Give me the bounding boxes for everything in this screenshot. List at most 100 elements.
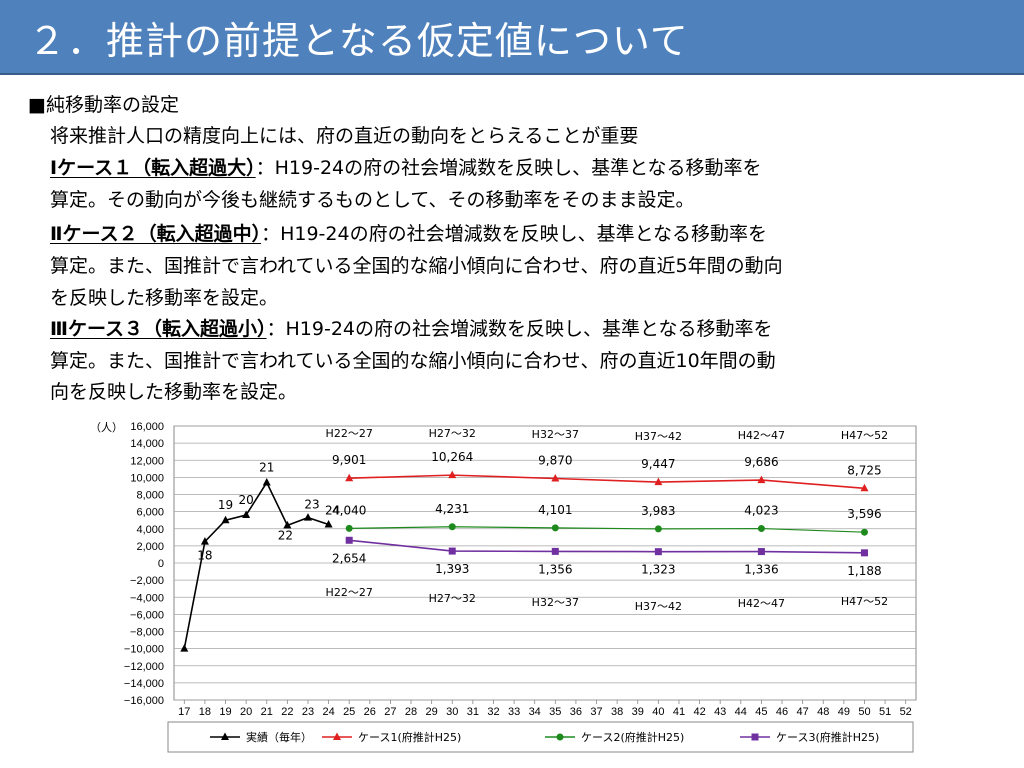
slide-title: ２．推計の前提となる仮定値について bbox=[28, 19, 689, 63]
y-tick-label: −2,000 bbox=[130, 575, 164, 587]
legend-label-4: ケース3(府推計H25) bbox=[776, 730, 879, 744]
x-tick-label: 27 bbox=[384, 706, 396, 718]
case2-label: Ⅱケース２（転入超過中） bbox=[50, 223, 262, 245]
y-tick-label: 12,000 bbox=[130, 455, 164, 467]
series-1-data-label: 19 bbox=[218, 498, 233, 512]
chart-gridlines bbox=[173, 425, 917, 701]
x-tick-label: 20 bbox=[240, 706, 252, 718]
period-label-top: H42～47 bbox=[738, 429, 785, 442]
series-line-3 bbox=[349, 526, 865, 533]
chart-axes: 16,000 14,000 12,000 10,000 8,000 6,000 4,000 2… bbox=[90, 421, 912, 718]
y-tick-label: 14,000 bbox=[130, 438, 164, 450]
y-tick-label: −14,000 bbox=[124, 678, 164, 690]
section-heading: ■純移動率の設定 bbox=[28, 94, 179, 116]
period-label-bottom: H42～47 bbox=[738, 597, 785, 610]
chart-labels: H22～27 H27～32 H32～37 H37～42 H42～47 H47～52 H22～… bbox=[197, 427, 888, 613]
series-4-point bbox=[860, 549, 868, 557]
case3-text-3: 向を反映した移動率を設定。 bbox=[50, 381, 298, 403]
chart-legend: 実績（毎年） ケース1(府推計H25) ケース2(府推計H25) ケース3(府推計H2… bbox=[167, 721, 914, 753]
case2-text-2: 算定。また、国推計で言われている全国的な縮小傾向に合わせ、府の直近5年間の動向 bbox=[50, 255, 783, 277]
title-bar: ２．推計の前提となる仮定値について bbox=[0, 0, 1024, 75]
x-tick-label: 49 bbox=[838, 706, 850, 718]
case3-text-2: 算定。また、国推計で言われている全国的な縮小傾向に合わせ、府の直近10年間の動 bbox=[50, 350, 776, 372]
series-1-point bbox=[180, 644, 189, 652]
x-tick-label: 23 bbox=[302, 706, 314, 718]
x-tick-label: 42 bbox=[693, 706, 705, 718]
series-2-data-label: 10,264 bbox=[431, 450, 473, 464]
x-tick-label: 32 bbox=[487, 706, 499, 718]
series-2-data-label: 9,686 bbox=[744, 455, 778, 469]
y-tick-label: 16,000 bbox=[130, 421, 164, 433]
chart-series bbox=[180, 470, 869, 652]
x-tick-label: 51 bbox=[879, 706, 891, 718]
series-3-point bbox=[345, 524, 353, 532]
x-tick-label: 35 bbox=[549, 706, 561, 718]
x-tick-label: 45 bbox=[755, 706, 767, 718]
series-4-data-label: 2,654 bbox=[332, 551, 366, 565]
period-label-top: H32～37 bbox=[532, 428, 579, 441]
x-tick-label: 36 bbox=[570, 706, 582, 718]
period-label-top: H37～42 bbox=[635, 430, 682, 443]
series-3-data-label: 3,596 bbox=[847, 507, 881, 521]
x-tick-label: 25 bbox=[343, 706, 355, 718]
series-1-point bbox=[262, 478, 271, 486]
x-tick-label: 47 bbox=[797, 706, 809, 718]
series-3-data-label: 4,101 bbox=[538, 503, 572, 517]
series-4-point bbox=[345, 536, 353, 544]
case1-text-2: 算定。その動向が今後も継続するものとして、その移動率をそのまま設定。 bbox=[50, 189, 695, 211]
x-tick-label: 17 bbox=[178, 706, 190, 718]
y-tick-label: −16,000 bbox=[124, 695, 164, 707]
series-1-point bbox=[283, 520, 292, 529]
series-2-data-label: 9,901 bbox=[332, 453, 366, 467]
case3-text-1: ：H19-24の府の社会増減数を反映し、基準となる移動率を bbox=[266, 318, 773, 340]
series-3-data-label: 4,023 bbox=[744, 504, 778, 518]
legend-marker-2 bbox=[333, 732, 341, 740]
x-tick-label: 46 bbox=[776, 706, 788, 718]
x-tick-label: 38 bbox=[611, 706, 623, 718]
case3-label: Ⅲケース３（転入超過小） bbox=[50, 318, 267, 340]
series-4-data-label: 1,188 bbox=[847, 564, 881, 578]
legend-marker-4 bbox=[751, 733, 759, 741]
series-line-1 bbox=[183, 480, 329, 649]
period-label-bottom: H22～27 bbox=[326, 586, 373, 599]
legend-marker-1 bbox=[221, 732, 229, 740]
x-tick-label: 37 bbox=[590, 706, 602, 718]
series-2-point bbox=[551, 473, 560, 482]
case1-text-1: ：H19-24の府の社会増減数を反映し、基準となる移動率を bbox=[255, 157, 762, 179]
series-3-point bbox=[448, 523, 456, 531]
x-tick-label: 22 bbox=[281, 706, 293, 718]
y-tick-label: −8,000 bbox=[130, 627, 164, 639]
series-1-point bbox=[221, 515, 230, 524]
y-unit-label: （人） bbox=[90, 421, 123, 434]
x-tick-label: 24 bbox=[322, 706, 334, 718]
x-tick-label: 52 bbox=[900, 706, 912, 718]
x-tick-label: 34 bbox=[529, 706, 541, 718]
series-1-point bbox=[200, 537, 209, 545]
series-4-data-label: 1,356 bbox=[538, 562, 572, 576]
series-1-data-label: 24 bbox=[325, 503, 340, 517]
legend-marker-3 bbox=[556, 733, 564, 741]
series-4-data-label: 1,393 bbox=[435, 562, 469, 576]
y-tick-label: −10,000 bbox=[124, 644, 164, 656]
series-3-data-label: 3,983 bbox=[641, 504, 675, 518]
series-2-data-label: 9,447 bbox=[641, 457, 675, 471]
series-2-point bbox=[757, 475, 766, 484]
case2-text-1: ：H19-24の府の社会増減数を反映し、基準となる移動率を bbox=[261, 223, 768, 245]
series-1-data-label: 21 bbox=[259, 461, 274, 475]
series-3-data-label: 4,231 bbox=[435, 502, 469, 516]
y-tick-label: 8,000 bbox=[136, 490, 164, 502]
x-tick-label: 18 bbox=[199, 706, 211, 718]
series-1-data-label: 20 bbox=[238, 493, 253, 507]
series-3-point bbox=[551, 524, 559, 532]
case1-label: Ⅰケース１（転入超過大） bbox=[50, 157, 256, 179]
series-3-point bbox=[860, 528, 868, 536]
period-label-top: H27～32 bbox=[429, 427, 476, 440]
period-label-bottom: H27～32 bbox=[429, 592, 476, 605]
x-tick-label: 26 bbox=[364, 706, 376, 718]
y-tick-label: 2,000 bbox=[136, 541, 164, 553]
x-tick-label: 41 bbox=[673, 706, 685, 718]
series-line-4 bbox=[349, 539, 865, 554]
series-4-point bbox=[654, 548, 662, 556]
series-2-data-label: 8,725 bbox=[847, 463, 881, 477]
intro-text: 将来推計人口の精度向上には、府の直近の動向をとらえることが重要 bbox=[50, 125, 639, 147]
